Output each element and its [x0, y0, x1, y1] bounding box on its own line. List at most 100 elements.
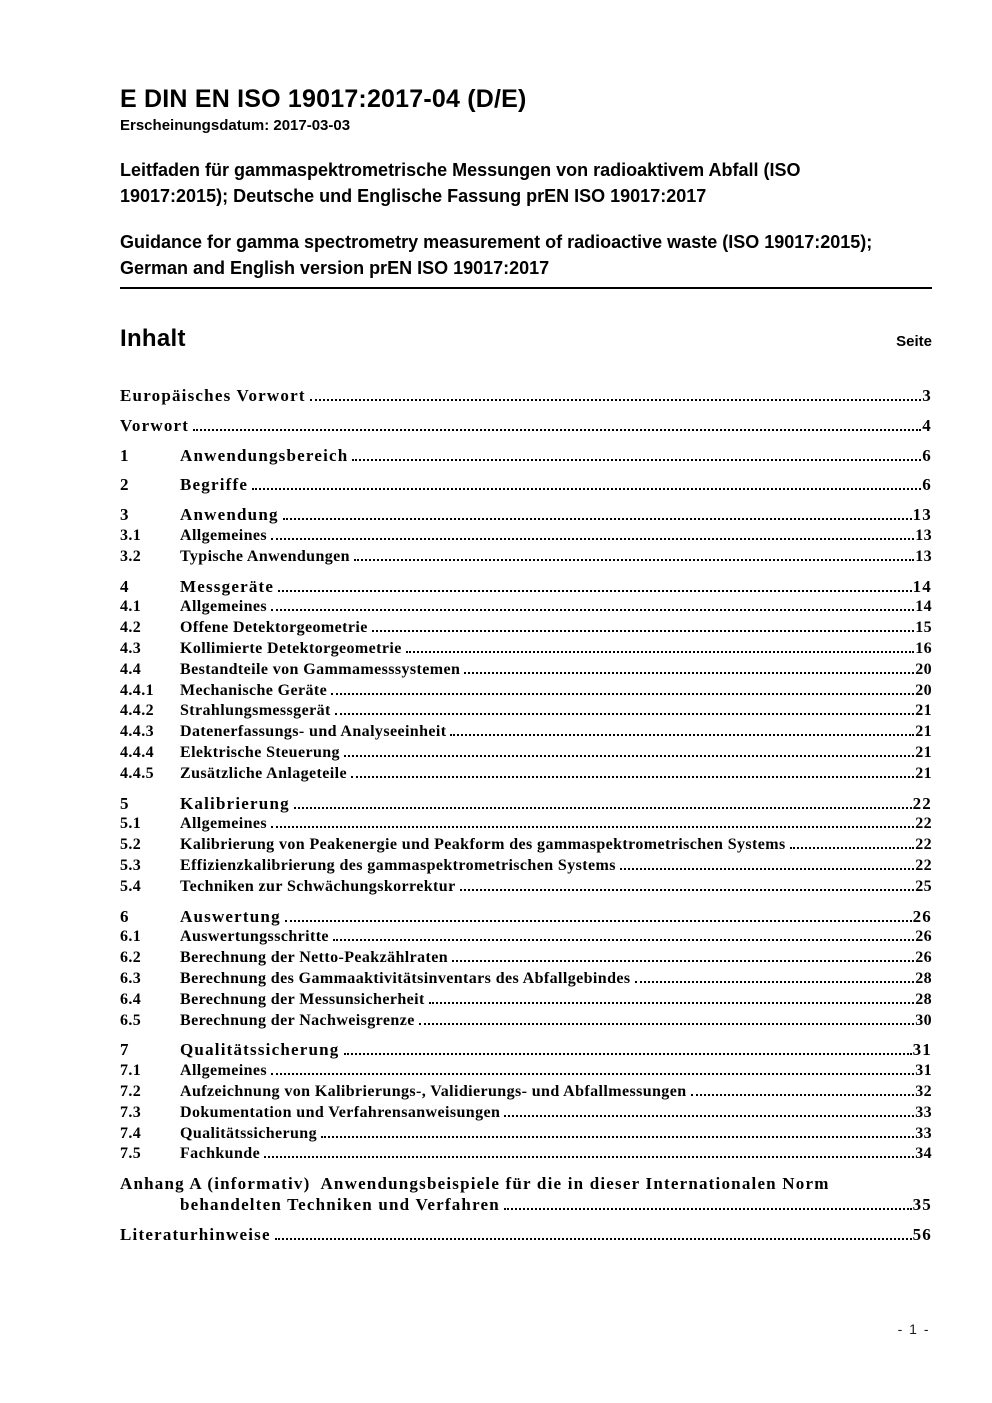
toc-entry-page: 33: [915, 1124, 932, 1142]
toc-entry-page: 22: [912, 793, 932, 813]
toc-entry-label: Anwendung: [180, 505, 279, 525]
dot-leader: [405, 650, 915, 653]
toc-entry-page: 21: [915, 743, 932, 761]
toc-entry-label: Bestandteile von Gammamesssystemen: [180, 660, 461, 678]
toc-entry: 6.3 Berechnung des Gammaaktivitätsinventa…: [120, 969, 932, 990]
toc-entry-number: 7.4: [120, 1124, 142, 1142]
dot-leader: [278, 589, 912, 592]
dot-leader: [352, 458, 922, 461]
toc-entry-page: 21: [915, 764, 932, 782]
toc-list: Europäisches Vorwort 3 Vorwort 4 1 Anwendungs…: [120, 386, 932, 1245]
toc-entry-label: Aufzeichnung von Kalibrierungs-, Validie…: [180, 1082, 687, 1100]
publish-date-line: Erscheinungsdatum: 2017-03-03: [120, 117, 351, 134]
toc-entry: 4.4.5 Zusätzliche Anlageteile 21: [120, 764, 932, 785]
toc-entry: 3 Anwendung 13: [120, 505, 932, 526]
title-english-block: Guidance for gamma spectrometry measurem…: [120, 229, 932, 289]
dot-leader: [332, 939, 915, 942]
toc-entry: 7 Qualitätssicherung 31: [120, 1040, 932, 1061]
toc-entry-page: 20: [915, 681, 932, 699]
page-content: E DIN EN ISO 19017:2017-04 (D/E) Erschei…: [120, 0, 932, 1245]
toc-entry-page: 21: [915, 702, 932, 720]
toc-entry-label: Literaturhinweise: [120, 1224, 271, 1244]
toc-entry: Anhang A (informativ) Anwendungsbeispiel…: [120, 1174, 932, 1195]
toc-entry-page: 20: [915, 660, 932, 678]
toc-entry-number: 4.4.5: [120, 764, 154, 782]
toc-entry: 4.1 Allgemeines 14: [120, 597, 932, 618]
toc-entry-page: 35: [912, 1194, 932, 1214]
dot-leader: [334, 713, 915, 716]
toc-entry: 4.2 Offene Detektorgeometrie 15: [120, 618, 932, 639]
dot-leader: [271, 609, 915, 612]
toc-entry-number: 3.1: [120, 526, 142, 544]
toc-entry-label: Allgemeines: [180, 598, 268, 616]
toc-entry-label: Strahlungsmessgerät: [180, 702, 331, 720]
toc-entry-number: 3.2: [120, 547, 142, 565]
dot-leader: [619, 867, 915, 870]
toc-entry-label: Qualitätssicherung: [180, 1040, 340, 1060]
dot-leader: [789, 847, 915, 850]
toc-entry: 3.2 Typische Anwendungen 13: [120, 547, 932, 568]
dot-leader: [350, 775, 915, 778]
dot-leader: [331, 692, 915, 695]
dot-leader: [634, 980, 915, 983]
toc-entry-number: 7: [120, 1040, 130, 1060]
toc-entry-page: 4: [922, 415, 932, 435]
toc-entry-label: Mechanische Geräte: [180, 681, 328, 699]
toc-entry: 7.5 Fachkunde 34: [120, 1144, 932, 1165]
toc-entry-label: Typische Anwendungen: [180, 547, 350, 565]
toc-entry-number: 7.2: [120, 1082, 142, 1100]
toc-entry-number: 4.4.4: [120, 743, 154, 761]
toc-entry-label: Berechnung der Messunsicherheit: [180, 990, 425, 1008]
toc-entry-number: 6: [120, 906, 130, 926]
toc-entry: 7.3 Dokumentation und Verfahrensanweisung…: [120, 1103, 932, 1124]
dot-leader: [271, 1073, 915, 1076]
toc-entry-continuation: behandelten Techniken und Verfahren 35: [180, 1195, 932, 1216]
toc-entry-page: 28: [915, 969, 932, 987]
dot-leader: [503, 1207, 912, 1210]
toc-entry: 6.4 Berechnung der Messunsicherheit 28: [120, 990, 932, 1011]
toc-entry-page: 22: [915, 856, 932, 874]
toc-entry-label: Zusätzliche Anlageteile: [180, 764, 347, 782]
toc-entry-number: 4.4.3: [120, 723, 154, 741]
toc-entry-number: 6.5: [120, 1011, 142, 1029]
toc-entry-page: 3: [922, 386, 932, 405]
toc-entry-label: Fachkunde: [180, 1145, 261, 1163]
toc-entry-number: 7.1: [120, 1062, 142, 1080]
dot-leader: [271, 537, 915, 540]
toc-entry: Literaturhinweise 56: [120, 1225, 932, 1246]
dot-leader: [459, 888, 915, 891]
toc-entry-number: 7.3: [120, 1103, 142, 1121]
toc-entry-page: 28: [915, 990, 932, 1008]
toc-entry-number: 3: [120, 505, 130, 525]
toc-entry-number: 5.1: [120, 815, 142, 833]
toc-entry: 4.4.4 Elektrische Steuerung 21: [120, 743, 932, 764]
toc-entry: 5 Kalibrierung 22: [120, 794, 932, 815]
page-column-label: Seite: [896, 333, 932, 350]
toc-entry: 6.2 Berechnung der Netto-Peakzählraten 26: [120, 948, 932, 969]
toc-entry: 4.4.3 Datenerfassungs- und Analyseeinheit…: [120, 722, 932, 743]
toc-entry-page: 14: [915, 598, 932, 616]
dot-leader: [428, 1001, 915, 1004]
dot-leader: [353, 558, 915, 561]
dot-leader: [464, 671, 915, 674]
toc-entry-number: 5: [120, 793, 130, 813]
dot-leader: [284, 919, 912, 922]
toc-entry-number: 6.2: [120, 949, 142, 967]
toc-entry-label: Kalibrierung: [180, 793, 290, 813]
toc-entry-label: Berechnung der Nachweisgrenze: [180, 1011, 415, 1029]
toc-entry-number: 4.3: [120, 639, 142, 657]
dot-leader: [264, 1156, 915, 1159]
toc-entry-label: Auswertungsschritte: [180, 928, 329, 946]
toc-entry-label: Kalibrierung von Peakenergie und Peakfor…: [180, 836, 786, 854]
toc-entry-label: Dokumentation und Verfahrensanweisungen: [180, 1103, 501, 1121]
toc-entry-number: 4.2: [120, 619, 142, 637]
toc-entry-page: 34: [915, 1145, 932, 1163]
toc-entry: 3.1 Allgemeines 13: [120, 526, 932, 547]
dot-leader: [504, 1114, 915, 1117]
dot-leader: [343, 754, 915, 757]
toc-entry-label: Allgemeines: [180, 1062, 268, 1080]
dot-leader: [371, 630, 915, 633]
toc-entry: Europäisches Vorwort 3: [120, 386, 932, 407]
toc-entry-page: 26: [912, 906, 932, 926]
toc-entry-page: 22: [915, 836, 932, 854]
